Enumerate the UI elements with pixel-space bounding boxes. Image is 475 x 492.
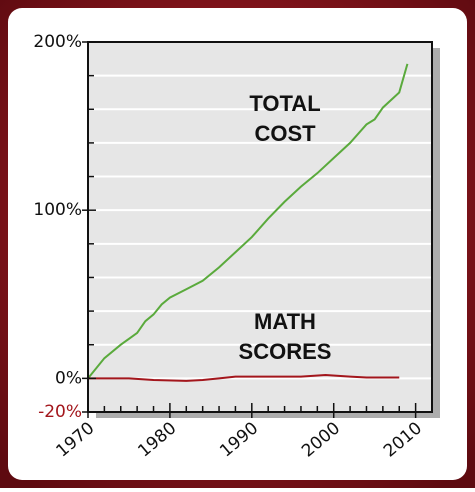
y-tick-label: 200%	[33, 32, 82, 52]
line	[87, 63, 409, 379]
line	[88, 373, 400, 382]
y-tick-label: 0%	[55, 368, 82, 388]
annotation: TOTAL	[249, 91, 320, 116]
y-tick-label: -20%	[38, 402, 82, 422]
annotation: MATH	[254, 309, 316, 334]
annotation: COST	[254, 121, 316, 146]
labels: -20%0%100%200%1970 1980 1990 2000 2010TOTALC…	[33, 32, 426, 461]
y-tick-label: 100%	[33, 200, 82, 220]
plot-border	[87, 41, 433, 413]
annotation: SCORES	[239, 339, 332, 364]
marks	[87, 63, 409, 382]
